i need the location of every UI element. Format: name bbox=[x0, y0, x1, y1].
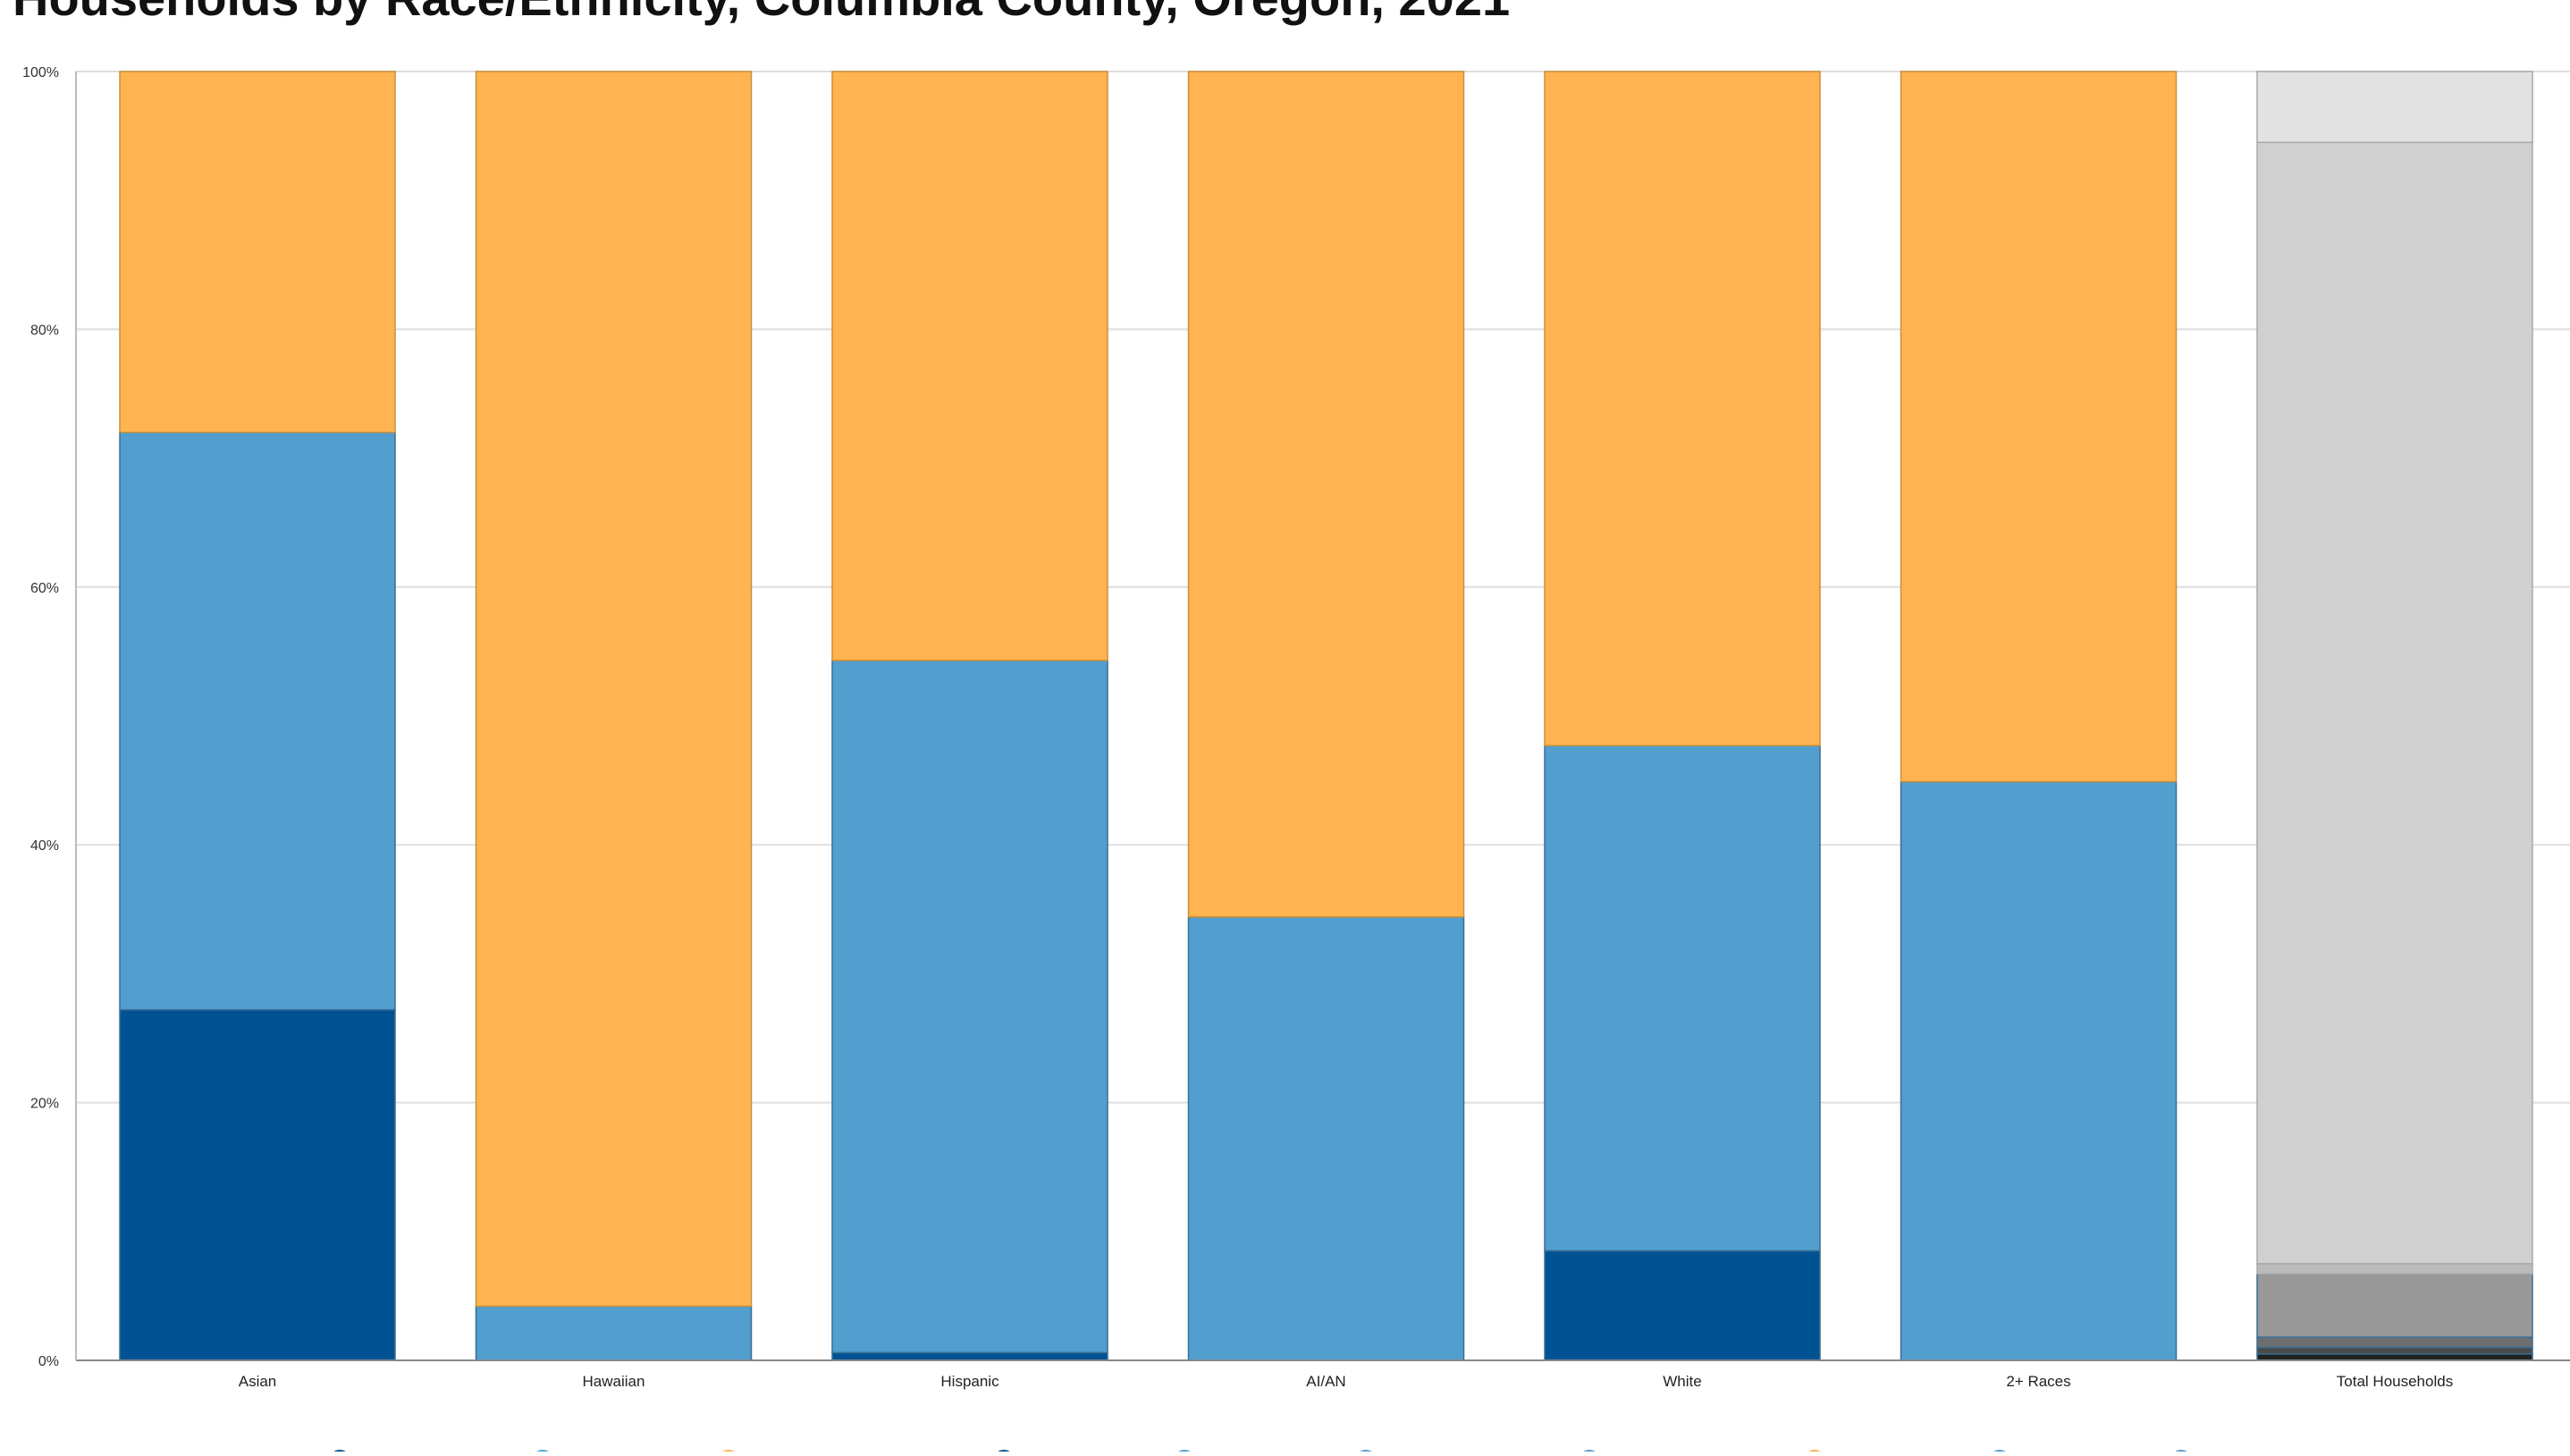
bar-segment bbox=[2256, 141, 2533, 1265]
bar-segment bbox=[831, 71, 1108, 661]
bar-segment bbox=[2256, 1353, 2533, 1361]
chart-title: Households by Race/Ethnicity, Columbia C… bbox=[13, 0, 1510, 27]
bar-segment bbox=[1544, 745, 1821, 1252]
y-tick-label: 40% bbox=[30, 838, 59, 854]
bar-segment bbox=[831, 660, 1108, 1354]
bar-segment bbox=[119, 1009, 396, 1361]
y-tick-label: 80% bbox=[30, 323, 59, 338]
bar-segment bbox=[1544, 71, 1821, 746]
y-tick-label: 60% bbox=[30, 581, 59, 596]
x-tick-label: Hawaiian bbox=[583, 1373, 645, 1390]
bar-segment bbox=[1900, 780, 2178, 1361]
x-tick-label: AI/AN bbox=[1306, 1373, 1345, 1390]
axes: 0% 20% 40% 60% 80% 100% Asian Hawaiian Hispanic A… bbox=[22, 65, 2570, 1390]
bar-segment bbox=[119, 71, 396, 433]
bar-segment bbox=[475, 1305, 753, 1361]
bar-stacks bbox=[119, 71, 2533, 1361]
x-tick-label: White bbox=[1663, 1373, 1701, 1390]
bar-segment bbox=[1544, 1250, 1821, 1361]
bar-segment bbox=[1900, 71, 2178, 783]
bar-segment bbox=[831, 1351, 1108, 1361]
x-tick-label: 2+ Races bbox=[2006, 1373, 2070, 1390]
x-tick-label: Total Households bbox=[2337, 1373, 2453, 1390]
y-tick-label: 100% bbox=[22, 65, 59, 80]
bar-segment bbox=[2256, 1273, 2533, 1338]
bar-segment bbox=[119, 432, 396, 1011]
x-tick-label: Asian bbox=[239, 1373, 277, 1390]
x-tick-label: Hispanic bbox=[940, 1373, 999, 1390]
bar-segment bbox=[1187, 916, 1465, 1361]
y-tick-label: 0% bbox=[38, 1354, 59, 1369]
bar-segment bbox=[2256, 71, 2533, 144]
y-tick-label: 20% bbox=[30, 1097, 59, 1112]
bar-segment bbox=[2256, 1346, 2533, 1355]
bar-segment bbox=[1187, 71, 1465, 918]
bar-segment bbox=[2256, 1263, 2533, 1275]
bar-segment bbox=[475, 71, 753, 1308]
bar-segment bbox=[2256, 1336, 2533, 1349]
